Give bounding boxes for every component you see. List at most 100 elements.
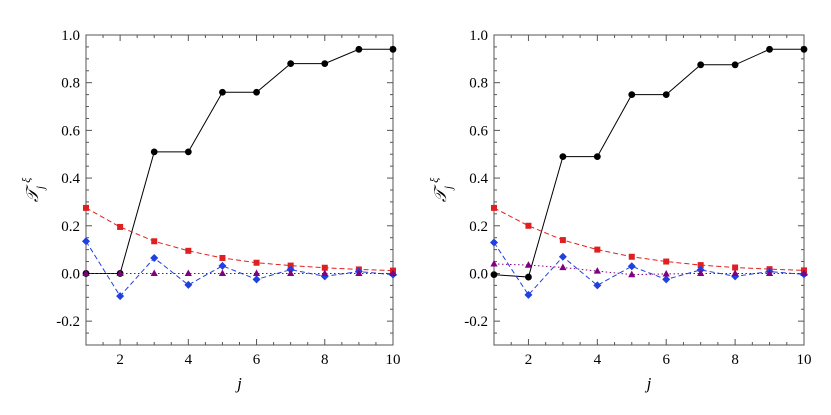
y-tick-label: 1.0 (61, 28, 80, 44)
data-point (150, 253, 159, 262)
series-2 (491, 204, 807, 274)
data-point (82, 237, 90, 246)
data-point (800, 269, 808, 277)
data-point (491, 204, 497, 211)
data-point (765, 269, 774, 277)
y-tick-label: 0.0 (469, 266, 488, 282)
data-point (731, 269, 739, 277)
series-4 (82, 269, 397, 277)
y-axis-title: 𝒯jξ (19, 177, 47, 202)
data-point (184, 148, 192, 156)
data-point (559, 153, 567, 161)
data-point (82, 269, 90, 277)
data-point (287, 60, 295, 68)
data-point (219, 254, 226, 261)
data-point (253, 259, 260, 266)
y-tick-label: 1.0 (469, 28, 488, 44)
data-point (355, 45, 363, 53)
data-point (593, 281, 602, 290)
data-point (662, 275, 671, 284)
data-point (593, 153, 601, 161)
data-point (218, 261, 227, 270)
x-tick-label: 2 (525, 352, 533, 368)
y-tick-label: 0.4 (469, 171, 488, 187)
data-point (559, 263, 567, 271)
y-axis-title: 𝒯jξ (427, 177, 455, 202)
data-point (628, 253, 635, 260)
data-point (731, 61, 739, 69)
series-line (85, 207, 394, 272)
data-point (524, 290, 533, 299)
data-point (287, 262, 294, 269)
series-line (86, 48, 393, 274)
plot-frame (493, 34, 805, 346)
data-point (184, 280, 193, 289)
y-axis-title-sub: j (33, 185, 47, 191)
data-point (525, 222, 532, 229)
y-tick-label: 0.6 (61, 123, 80, 139)
series-line (493, 242, 805, 296)
y-tick-label: 0.6 (469, 123, 488, 139)
data-point (490, 271, 498, 279)
data-point (628, 270, 636, 278)
data-point (116, 292, 125, 301)
data-point (116, 269, 124, 277)
x-tick-label: 4 (594, 352, 602, 368)
x-tick-label: 6 (662, 352, 670, 368)
data-point (490, 259, 498, 267)
data-point (389, 45, 397, 53)
data-point (252, 269, 261, 277)
data-point (117, 223, 124, 230)
data-point (253, 88, 260, 96)
series-line (85, 241, 394, 297)
data-point (662, 269, 670, 277)
y-tick-label: 0.2 (469, 219, 488, 235)
data-point (287, 269, 295, 277)
series-3 (490, 238, 808, 299)
data-point (558, 252, 567, 261)
data-point (628, 91, 636, 99)
data-point (800, 45, 808, 53)
data-point (697, 61, 705, 69)
series-line (493, 207, 805, 271)
x-axis-title: j (645, 374, 652, 393)
data-point (593, 267, 601, 274)
x-axis-title: j (235, 374, 242, 393)
y-tick-label: 0.8 (469, 76, 488, 92)
data-point (150, 148, 158, 156)
data-point (321, 269, 329, 277)
data-point (185, 247, 192, 254)
x-tick-label: 8 (321, 352, 329, 368)
data-point (594, 246, 601, 253)
x-tick-label: 6 (253, 352, 261, 368)
data-point (559, 237, 566, 244)
data-point (732, 264, 739, 271)
y-tick-label: 0.4 (61, 171, 80, 187)
series-line (493, 48, 804, 278)
data-point (150, 269, 158, 277)
series-3 (82, 237, 397, 301)
y-tick-label: 0.0 (61, 266, 80, 282)
x-tick-label: 4 (185, 352, 193, 368)
data-point (321, 264, 328, 271)
data-point (525, 273, 532, 281)
data-point (321, 60, 329, 68)
data-point (252, 275, 261, 284)
y-tick-label: 0.2 (61, 219, 80, 235)
data-point (218, 269, 227, 277)
series-4 (490, 259, 808, 278)
data-point (524, 261, 533, 268)
plot-frame (85, 34, 394, 346)
x-tick-label: 2 (116, 352, 124, 368)
data-point (663, 258, 670, 265)
data-point (490, 238, 498, 247)
data-point (389, 269, 397, 277)
y-axis-title-sub: j (441, 185, 455, 191)
series-1 (490, 45, 808, 281)
y-axis-title-sup: ξ (19, 177, 33, 183)
series-1 (82, 45, 397, 277)
y-axis-title-sup: ξ (427, 177, 441, 183)
x-tick-label: 10 (797, 352, 812, 368)
